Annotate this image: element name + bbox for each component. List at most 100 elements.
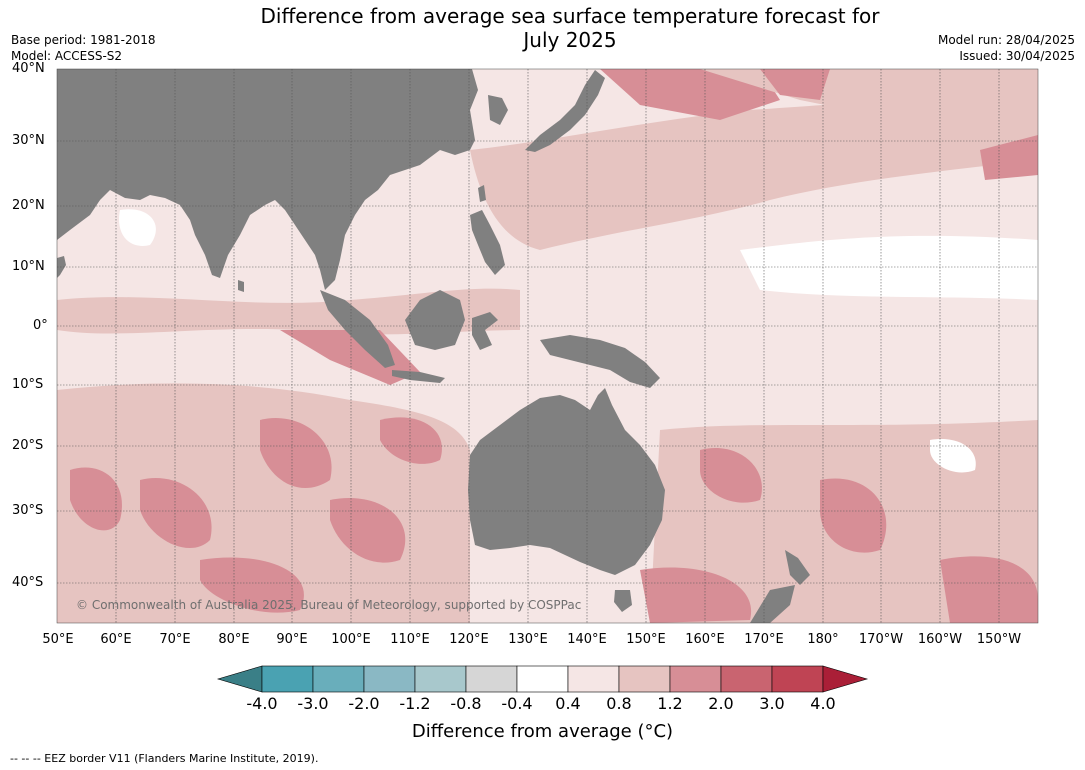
lon-label: 90°E xyxy=(276,632,308,647)
anomaly-region xyxy=(640,567,752,623)
lon-label: 160°W xyxy=(917,632,963,647)
lon-label: 150°W xyxy=(976,632,1022,647)
anomaly-region xyxy=(140,478,212,549)
anomaly-region xyxy=(930,439,976,473)
anomaly-region xyxy=(119,209,156,246)
lat-label: 40°S xyxy=(12,575,44,590)
japan-islands xyxy=(525,70,605,152)
colorbar-tick: -1.2 xyxy=(399,694,431,713)
colorbar-cell xyxy=(465,665,518,693)
map-title: Difference from average sea surface temp… xyxy=(0,4,1085,52)
colorbar-cells xyxy=(216,665,869,693)
colorbar-tick: -2.0 xyxy=(348,694,380,713)
land-masses xyxy=(57,69,810,623)
lon-label: 170°E xyxy=(744,632,784,647)
anomaly-region xyxy=(470,90,1038,250)
lon-label: 70°E xyxy=(159,632,191,647)
colorbar-tick: -4.0 xyxy=(246,694,278,713)
colorbar-tick: 0.4 xyxy=(555,694,581,713)
java-island xyxy=(392,370,445,383)
korea-peninsula xyxy=(488,95,508,125)
asia-landmass xyxy=(57,69,478,290)
anomaly-region xyxy=(380,417,442,464)
lat-label: 10°S xyxy=(12,377,44,392)
colorbar-max-extension xyxy=(822,665,869,693)
new-zealand-south xyxy=(750,585,795,623)
new-guinea-island xyxy=(540,335,660,388)
graticule xyxy=(57,69,1038,623)
model-run: Model run: 28/04/2025 xyxy=(937,33,1075,47)
model-name: Model: ACCESS-S2 xyxy=(11,49,123,63)
lon-label: 100°E xyxy=(331,632,371,647)
anomaly-region xyxy=(57,288,520,335)
colorbar-tick: 0.8 xyxy=(606,694,632,713)
new-zealand-north xyxy=(785,550,810,585)
map-frame xyxy=(56,68,1039,624)
lat-label: 0° xyxy=(33,318,48,333)
map-field xyxy=(57,69,1038,623)
borneo-island xyxy=(405,290,465,350)
sulawesi-island xyxy=(472,312,498,350)
arabian-peninsula xyxy=(57,165,100,240)
lon-label: 170°W xyxy=(858,632,904,647)
colorbar-tick: 2.0 xyxy=(708,694,734,713)
lat-label: 20°S xyxy=(12,438,44,453)
title-line-1: Difference from average sea surface temp… xyxy=(260,4,880,28)
copyright-notice: © Commonwealth of Australia 2025, Bureau… xyxy=(76,598,582,612)
colorbar-title: Difference from average (°C) xyxy=(411,721,674,742)
lon-label: 50°E xyxy=(42,632,74,647)
meta-right: Model run: 28/04/2025 Issued: 30/04/2025 xyxy=(938,32,1075,64)
colorbar-tick: 1.2 xyxy=(657,694,683,713)
colorbar-cell xyxy=(363,665,416,693)
lat-label: 40°N xyxy=(12,61,45,76)
sumatra-island xyxy=(320,290,395,368)
colorbar-cell xyxy=(618,665,671,693)
issued-date: Issued: 30/04/2025 xyxy=(959,49,1075,63)
anomaly-region xyxy=(57,383,470,623)
anomaly-region xyxy=(200,557,304,613)
lon-label: 120°E xyxy=(449,632,489,647)
eez-footer-note: -- -- -- EEZ border V11 (Flanders Marine… xyxy=(10,752,319,765)
colorbar-cell xyxy=(516,665,569,693)
lon-label: 130°E xyxy=(508,632,548,647)
taiwan-island xyxy=(478,185,486,202)
colorbar-tick: -0.8 xyxy=(450,694,482,713)
lon-label: 160°E xyxy=(685,632,725,647)
colorbar-cell xyxy=(669,665,722,693)
lon-label: 110°E xyxy=(390,632,430,647)
anomaly-region xyxy=(940,556,1038,623)
australia-continent xyxy=(468,388,665,575)
colorbar-min-extension xyxy=(216,665,263,693)
colorbar-tick: 3.0 xyxy=(759,694,785,713)
lat-label: 20°N xyxy=(12,198,45,213)
anomaly-region xyxy=(70,467,122,531)
anomaly-region xyxy=(700,448,762,503)
lon-label: 140°E xyxy=(567,632,607,647)
colorbar-cell xyxy=(771,665,824,693)
anomaly-region xyxy=(600,69,780,120)
meta-left: Base period: 1981-2018 Model: ACCESS-S2 xyxy=(11,32,156,64)
philippines-islands xyxy=(470,210,505,275)
anomaly-patches xyxy=(57,69,1038,623)
lon-label: 60°E xyxy=(100,632,132,647)
colorbar-cell xyxy=(720,665,773,693)
colorbar-cell xyxy=(414,665,467,693)
colorbar-cell xyxy=(312,665,365,693)
lon-label: 180° xyxy=(807,632,839,647)
colorbar-tick: -0.4 xyxy=(501,694,533,713)
colorbar-tick: -3.0 xyxy=(297,694,329,713)
lat-label: 30°S xyxy=(12,503,44,518)
lat-label: 30°N xyxy=(12,133,45,148)
colorbar-cell xyxy=(261,665,314,693)
anomaly-region xyxy=(330,498,406,563)
anomaly-region xyxy=(740,235,1038,300)
colorbar-cell xyxy=(567,665,620,693)
lon-label: 80°E xyxy=(218,632,250,647)
anomaly-region xyxy=(820,478,887,553)
colorbar-tick: 4.0 xyxy=(810,694,836,713)
base-period: Base period: 1981-2018 xyxy=(11,33,156,47)
anomaly-region xyxy=(260,418,332,489)
tasmania-island xyxy=(614,590,632,612)
